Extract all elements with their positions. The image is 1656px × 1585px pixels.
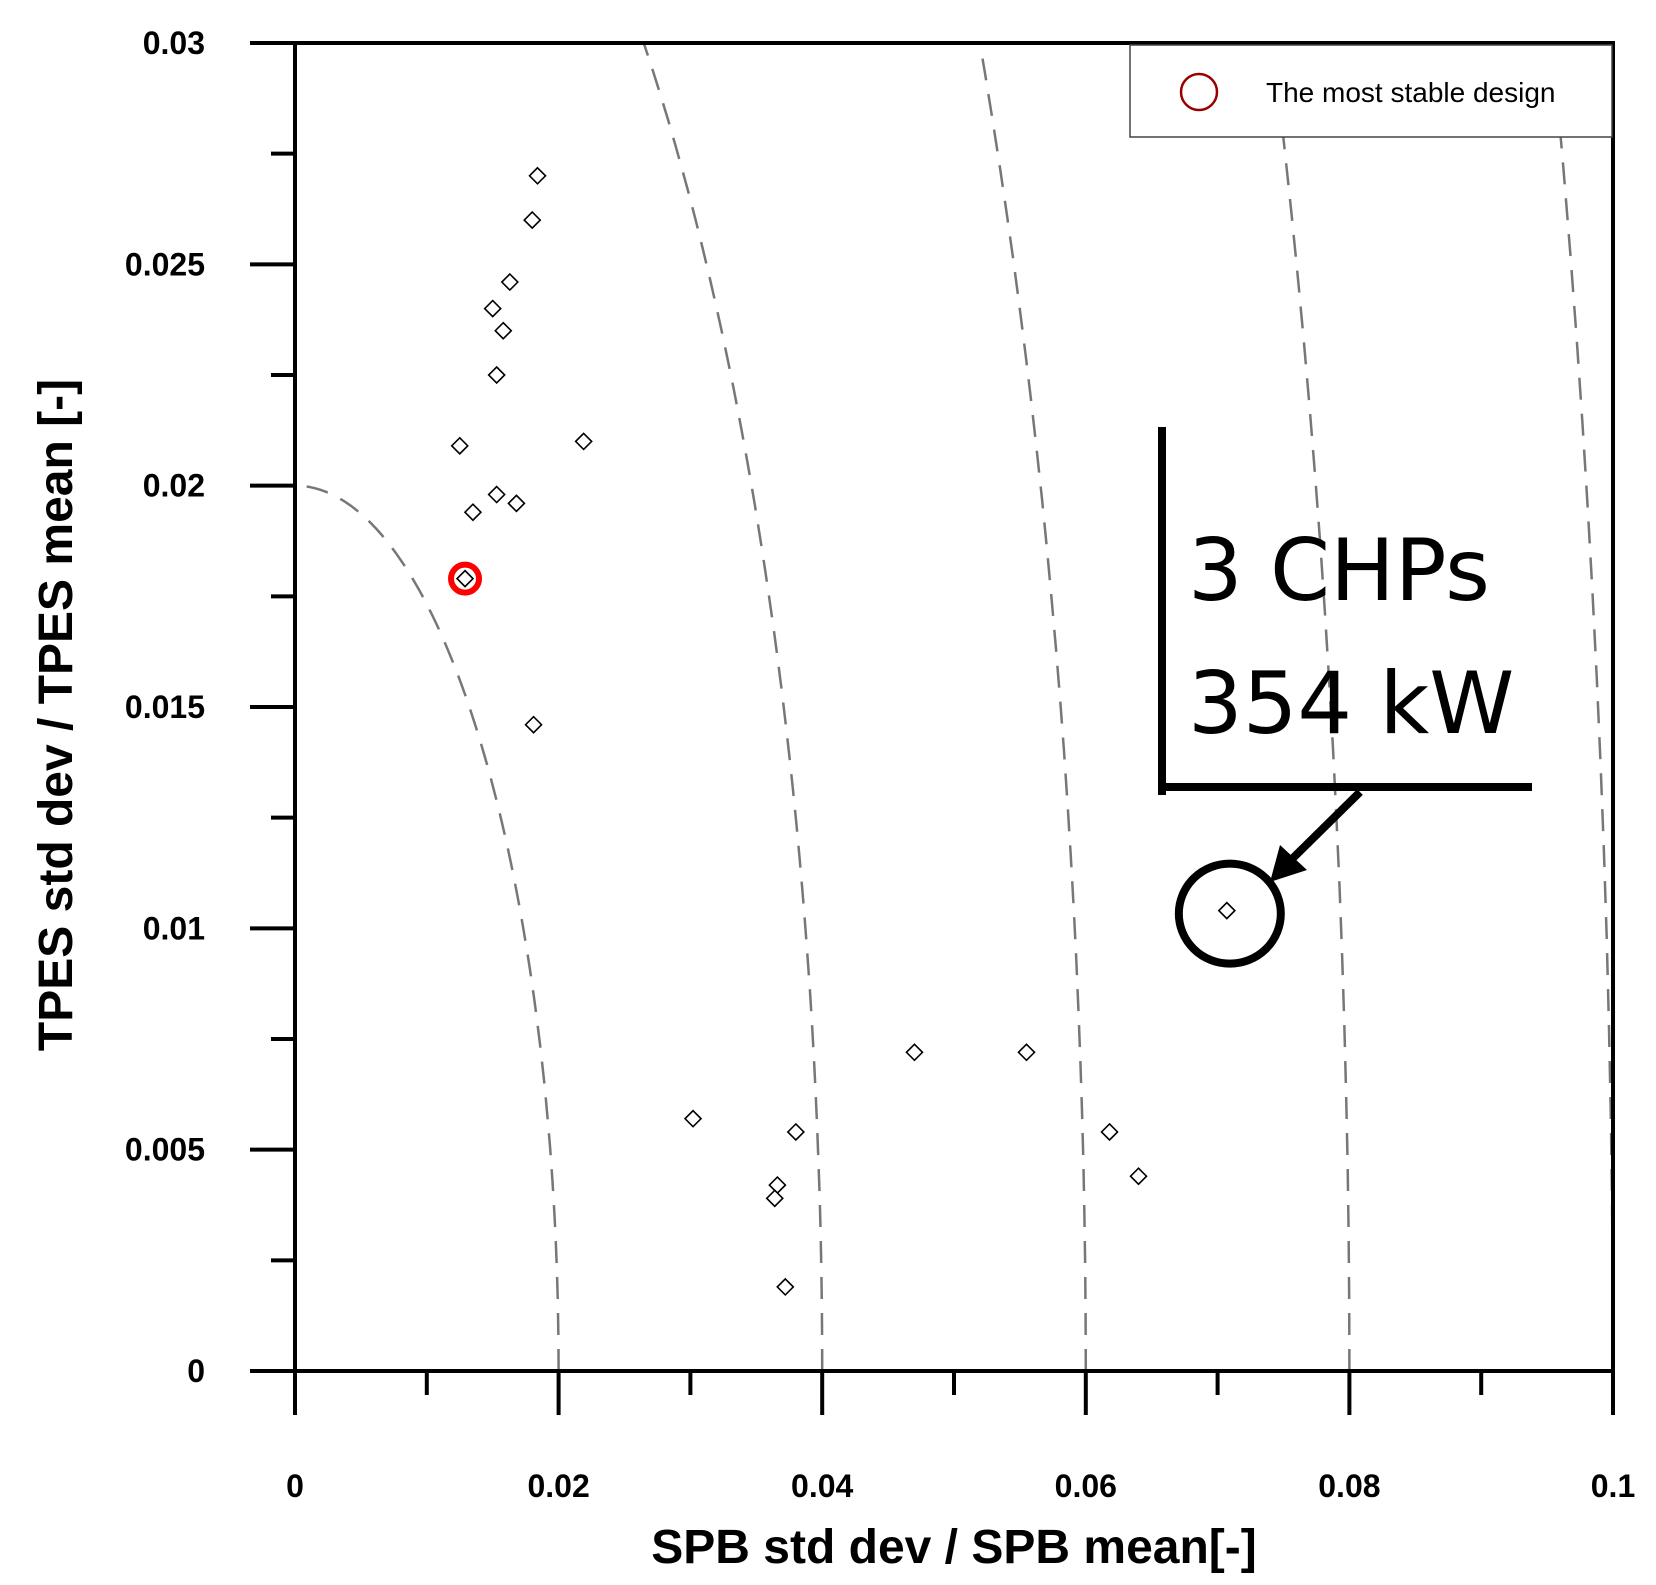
x-tick-label: 0.06 bbox=[1055, 1468, 1117, 1504]
data-point bbox=[450, 436, 469, 455]
annotation-line-1: 3 CHPs bbox=[1188, 521, 1490, 621]
data-point bbox=[528, 166, 547, 185]
data-point bbox=[1017, 1043, 1036, 1062]
callout-arrow-shaft bbox=[1288, 789, 1363, 863]
data-point bbox=[487, 365, 506, 385]
data-point bbox=[765, 1189, 784, 1208]
reference-curve-1 bbox=[642, 43, 824, 1371]
y-axis-ticks: 0 0.005 0.01 0.015 0.02 0.025 0.03 bbox=[125, 25, 295, 1389]
y-tick-label: 0.015 bbox=[125, 689, 205, 725]
data-point bbox=[524, 715, 543, 734]
callout-arrow-head bbox=[1270, 845, 1307, 882]
data-point bbox=[500, 272, 519, 292]
data-point bbox=[463, 503, 483, 522]
reference-curves bbox=[295, 43, 1613, 1371]
most-stable-circle bbox=[448, 561, 483, 596]
data-point bbox=[455, 569, 475, 588]
x-tick-label: 0.08 bbox=[1318, 1468, 1380, 1504]
y-tick-label: 0.005 bbox=[125, 1132, 205, 1168]
x-tick-label: 0.1 bbox=[1591, 1468, 1635, 1504]
data-point bbox=[1217, 901, 1236, 920]
y-tick-label: 0.025 bbox=[125, 246, 205, 282]
callout-target-circle bbox=[1174, 859, 1285, 968]
y-tick-label: 0.01 bbox=[143, 910, 205, 946]
reference-curve-3 bbox=[1271, 43, 1351, 1371]
legend-marker-circle bbox=[1179, 72, 1219, 112]
reference-curve-2 bbox=[978, 43, 1088, 1371]
data-point bbox=[494, 321, 513, 340]
data-point bbox=[523, 210, 542, 230]
y-tick-label: 0.03 bbox=[143, 25, 205, 61]
y-tick-label: 0 bbox=[187, 1353, 205, 1389]
annotation-callout: 3 CHPs 354 kW bbox=[1158, 427, 1532, 968]
annotation-line-2: 354 kW bbox=[1188, 654, 1514, 754]
data-point bbox=[786, 1122, 805, 1142]
y-axis-title: TPES std dev / TPES mean [-] bbox=[30, 379, 83, 1051]
data-point bbox=[683, 1109, 703, 1128]
data-points bbox=[450, 166, 1236, 1297]
x-tick-label: 0 bbox=[286, 1468, 304, 1504]
x-tick-label: 0.04 bbox=[791, 1468, 853, 1504]
data-point bbox=[483, 299, 502, 318]
data-point bbox=[574, 432, 593, 451]
most-stable-highlight bbox=[448, 561, 483, 596]
data-point bbox=[768, 1175, 787, 1195]
x-axis-title: SPB std dev / SPB mean[-] bbox=[651, 1521, 1256, 1574]
reference-curve-0 bbox=[295, 484, 560, 1371]
legend: The most stable design bbox=[1129, 44, 1613, 138]
data-point bbox=[507, 494, 526, 513]
data-point bbox=[905, 1043, 924, 1062]
x-axis-ticks: 0 0.02 0.04 0.06 0.08 0.1 bbox=[286, 1371, 1635, 1504]
legend-label: The most stable design bbox=[1266, 77, 1556, 108]
x-tick-label: 0.02 bbox=[527, 1468, 589, 1504]
data-point bbox=[1129, 1167, 1148, 1186]
data-point bbox=[776, 1277, 795, 1297]
legend-box bbox=[1129, 44, 1613, 138]
data-point bbox=[1100, 1122, 1119, 1142]
y-tick-label: 0.02 bbox=[143, 468, 205, 504]
data-point bbox=[487, 485, 506, 504]
